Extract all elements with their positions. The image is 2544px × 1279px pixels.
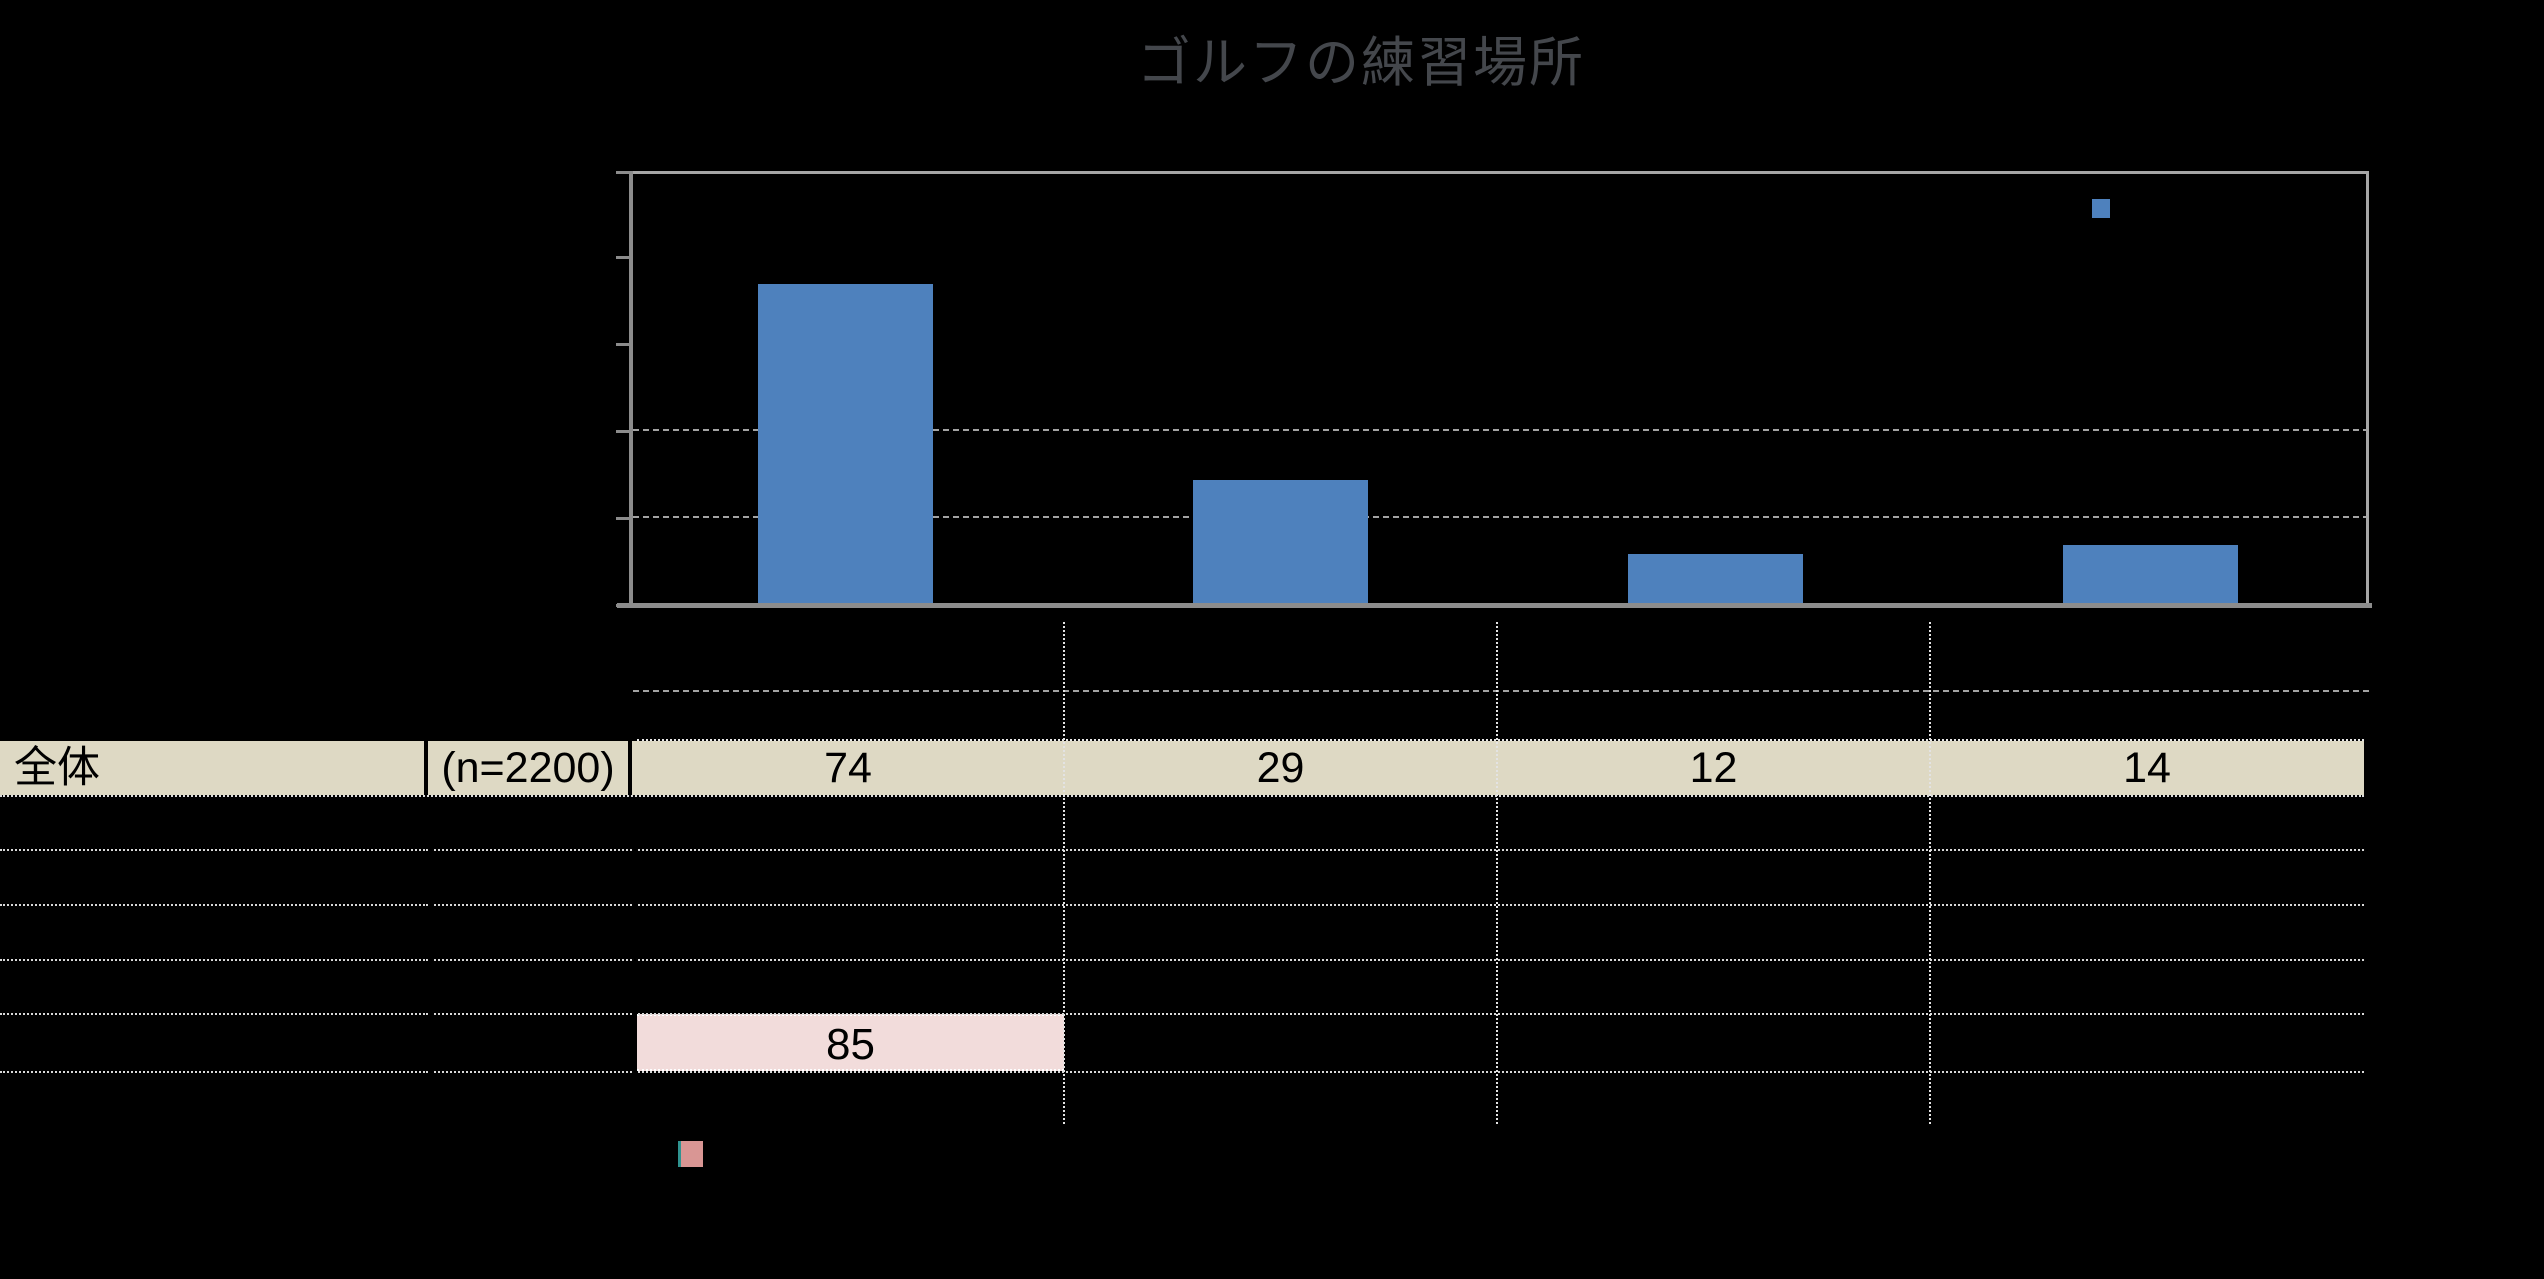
value-cell-3: 12 [1689,744,1738,792]
value-cell-4: 14 [2123,744,2171,792]
column-divider-line [1496,622,1498,1124]
table-header-bottom-border [0,795,2364,797]
table-header-top-border [637,739,2364,741]
legend-marker-blue-icon [2092,199,2110,218]
bar-category-4 [2063,545,2238,606]
table-row-separator [0,849,2364,851]
y-axis-tick [616,517,629,520]
column-divider-line [1063,622,1065,1124]
y-axis-tick [616,256,629,259]
table-header-row: 全体 (n=2200) 74 29 12 14 [0,741,2364,795]
legend-marker-pink-icon [678,1141,703,1167]
plot-border-top [617,171,2369,174]
bar-category-3 [1628,554,1803,606]
plot-border-right [2366,171,2369,606]
bar-category-1 [758,284,933,606]
table-row-separator [0,959,2364,961]
x-axis-line [617,603,2372,608]
y-axis-tick [616,171,629,174]
table-row-separator [0,1013,2364,1015]
highlighted-value-cell: 85 [637,1014,1064,1071]
row-label-cell: 全体 [0,741,428,795]
column-divider-line [1929,622,1931,1124]
chart-title: ゴルフの練習場所 [1137,33,1585,93]
y-axis-tick [616,343,629,346]
value-cell-2: 29 [1256,744,1305,792]
table-row-separator [0,904,2364,906]
y-axis-tick [616,604,629,607]
value-cell-1: 74 [824,744,872,792]
gridline-80 [633,429,2369,431]
bar-category-2 [1193,480,1368,606]
sample-size-cell: (n=2200) [428,741,632,795]
table-row-separator [0,1071,2364,1073]
gridline-60 [633,516,2369,518]
plot-area [616,171,2372,692]
y-axis-tick [616,430,629,433]
gridline-20 [633,690,2369,692]
y-axis-line [629,171,633,606]
